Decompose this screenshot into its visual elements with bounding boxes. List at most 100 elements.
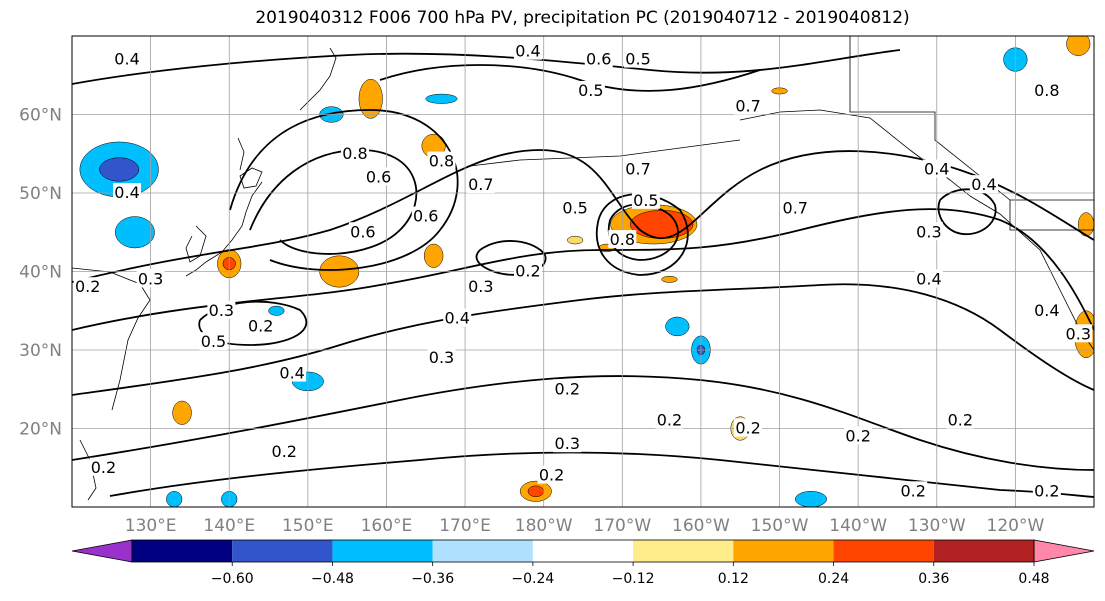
precip-patch [358,78,383,119]
contour-label-bg [136,269,165,288]
lon-tick-label: 120°W [987,516,1045,536]
contour-label: 0.6 [350,222,375,241]
contour-label: 0.3 [916,222,941,241]
border-canada-us [1009,200,1094,231]
pv-contour [72,49,901,85]
colorbar-segment [532,540,634,562]
contour-label: 0.4 [916,269,941,288]
contour-label-bg [914,222,943,241]
contour-label: 0.3 [468,277,493,296]
lon-tick-label: 180°W [515,516,573,536]
lat-tick-label: 40°N [19,263,62,283]
precip-patch [795,491,827,507]
contour-label-bg [561,198,590,217]
contour-label: 0.6 [586,50,611,69]
lon-axis: 130°E 140°E 150°E 160°E 170°E 180°W 170°W 160°W… [125,516,1045,536]
contour-label-bg [113,49,142,68]
contour-label: 0.2 [539,466,564,485]
contour-label: 0.5 [562,199,587,218]
colorbar-segment [232,540,333,562]
coast-alaska [739,109,971,197]
pv-contour [72,208,1094,331]
contour-label: 0.3 [138,269,163,288]
coast-korea [185,225,207,263]
contour-label-bg [341,143,370,162]
contour-label-bg [624,159,653,178]
contour-label: 0.4 [1034,301,1059,320]
pv-contour [229,109,459,271]
contour-label-bg [113,183,142,201]
contour-label: 0.5 [633,191,658,210]
contour-label: 0.2 [272,442,297,461]
lon-tick-label: 160°E [361,516,413,536]
contour-label-bg [914,269,943,288]
contour-label: 0.2 [515,262,540,281]
colorbar-segment [833,540,934,562]
contour-label: 0.8 [342,144,367,163]
border-alaska-canada [849,36,1094,201]
contour-label-bg [655,410,684,429]
precip-patch [665,316,690,337]
lon-tick-label: 130°E [125,516,177,536]
colorbar-extend-high [1033,539,1095,563]
coast-kamchatka [299,47,337,111]
colorbar-frame [131,539,1035,563]
contour-label-bg [553,434,582,453]
colorbar: −0.60 −0.48 −0.36 −0.24 −0.12 0.12 0.24 0.36 0.4… [71,539,1095,587]
contour-label-bg [584,49,613,68]
contour-label: 0.2 [657,411,682,430]
lon-tick-label: 150°W [751,516,809,536]
contour-label-bg [443,308,472,327]
pv-contour [72,375,1094,471]
colorbar-tick-label: −0.36 [411,571,454,587]
contour-label: 0.2 [1034,481,1059,500]
contour-label: 0.7 [735,97,760,116]
pv-contour [109,451,1094,498]
lon-tick-label: 140°W [829,516,887,536]
colorbar-segment [933,540,1034,562]
lat-tick-label: 50°N [19,184,62,204]
contour-label: 0.2 [900,481,925,500]
precip-patch [567,235,584,245]
contour-label: 0.2 [248,316,273,335]
lon-tick-label: 150°E [282,516,334,536]
contour-label: 0.4 [971,175,996,194]
contour-label: 0.2 [948,411,973,430]
precip-patch [661,275,678,283]
contour-label-bg [537,465,566,484]
contour-label: 0.5 [625,50,650,69]
pv-contour [379,64,761,92]
contour-label: 0.3 [209,301,234,320]
coast-japan [185,181,263,277]
lat-tick-label: 60°N [19,106,62,126]
contour-label: 0.4 [114,50,139,69]
colorbar-segment [332,540,433,562]
contour-label: 0.2 [75,277,100,296]
contour-label: 0.2 [555,379,580,398]
contour-label-bg [270,442,299,461]
contour-label-bg [1032,80,1061,99]
contour-label: 0.6 [413,207,438,226]
contour-label-bg [278,363,307,382]
coast-sakhalin [237,137,245,171]
lat-axis: 20°N 30°N 40°N 50°N 60°N [19,106,62,440]
contour-label-bg [89,457,118,476]
contour-label: 0.2 [735,419,760,438]
contour-label-bg [427,347,456,366]
contour-label: 0.3 [555,434,580,453]
coast-china [72,267,151,411]
contour-label-bg [513,41,542,60]
contour-label-bg [946,410,975,429]
contour-label-bg [199,332,228,351]
pv-contour [249,149,418,255]
precip-patch [1066,36,1091,56]
colorbar-segment [733,540,834,562]
contour-label-bg [576,80,605,99]
contour-label-bg [466,277,495,296]
contour-label-bg [624,49,653,68]
colorbar-segment [432,540,533,562]
colorbar-segment [633,540,734,562]
contour-label: 0.8 [1034,81,1059,100]
coast-hokkaido [239,167,263,189]
